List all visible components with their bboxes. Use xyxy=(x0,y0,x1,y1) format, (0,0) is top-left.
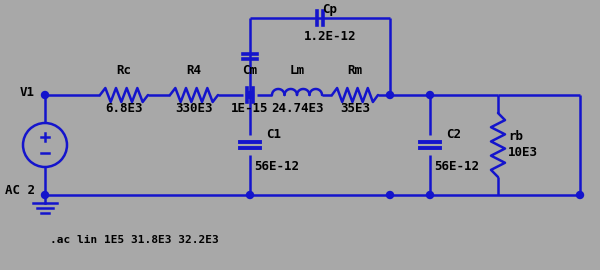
Circle shape xyxy=(41,92,49,99)
Circle shape xyxy=(386,191,394,198)
Text: 1E-15: 1E-15 xyxy=(231,102,269,114)
Text: R4: R4 xyxy=(187,63,202,76)
Text: 35E3: 35E3 xyxy=(340,102,370,114)
Text: AC 2: AC 2 xyxy=(5,184,35,197)
Circle shape xyxy=(427,92,433,99)
Circle shape xyxy=(386,92,394,99)
Text: V1: V1 xyxy=(20,86,35,100)
Text: rb: rb xyxy=(508,130,523,143)
Text: 330E3: 330E3 xyxy=(175,102,213,114)
Text: Lm: Lm xyxy=(290,63,305,76)
Text: .ac lin 1E5 31.8E3 32.2E3: .ac lin 1E5 31.8E3 32.2E3 xyxy=(50,235,219,245)
Text: 24.74E3: 24.74E3 xyxy=(271,102,323,114)
Text: 56E-12: 56E-12 xyxy=(254,160,299,174)
Text: C2: C2 xyxy=(446,129,461,141)
Text: C1: C1 xyxy=(266,129,281,141)
Text: 56E-12: 56E-12 xyxy=(434,160,479,174)
Circle shape xyxy=(41,191,49,198)
Circle shape xyxy=(247,92,254,99)
Text: 6.8E3: 6.8E3 xyxy=(105,102,143,114)
Text: Rm: Rm xyxy=(347,63,362,76)
Circle shape xyxy=(577,191,583,198)
Text: Cm: Cm xyxy=(242,63,257,76)
Text: Rc: Rc xyxy=(116,63,131,76)
Text: 10E3: 10E3 xyxy=(508,147,538,160)
Circle shape xyxy=(247,191,254,198)
Text: Cp: Cp xyxy=(323,4,337,16)
Circle shape xyxy=(427,191,433,198)
Text: 1.2E-12: 1.2E-12 xyxy=(304,29,356,42)
